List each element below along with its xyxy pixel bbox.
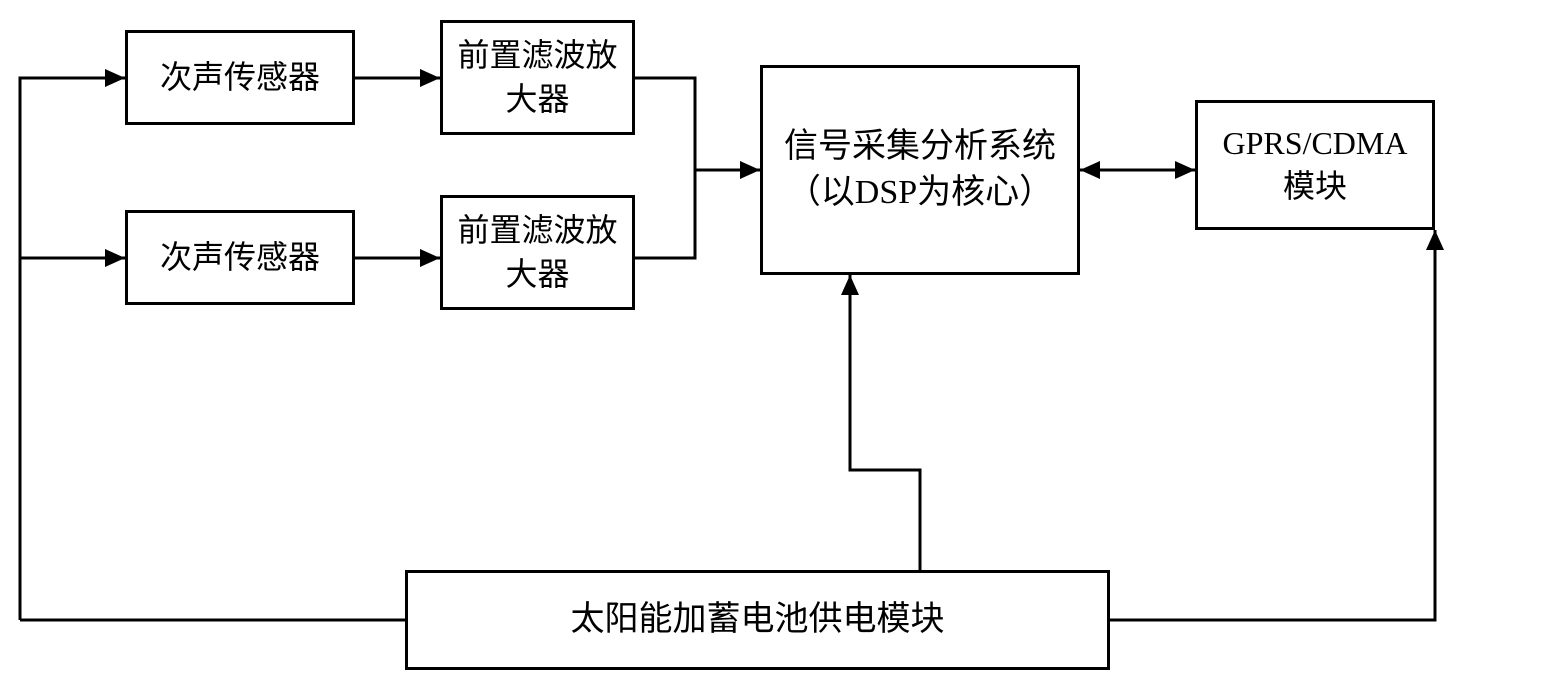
sensor-1-label: 次声传感器 xyxy=(160,56,320,99)
preamp-1-label: 前置滤波放大器 xyxy=(453,34,622,120)
sensor-2-box: 次声传感器 xyxy=(125,210,355,305)
power-module-box: 太阳能加蓄电池供电模块 xyxy=(405,570,1110,670)
power-module-label: 太阳能加蓄电池供电模块 xyxy=(571,597,945,643)
sensor-2-label: 次声传感器 xyxy=(160,236,320,279)
dsp-system-box: 信号采集分析系统（以DSP为核心） xyxy=(760,65,1080,275)
sensor-1-box: 次声传感器 xyxy=(125,30,355,125)
preamp-2-box: 前置滤波放大器 xyxy=(440,195,635,310)
dsp-system-label: 信号采集分析系统（以DSP为核心） xyxy=(773,124,1067,216)
preamp-2-label: 前置滤波放大器 xyxy=(453,209,622,295)
gprs-cdma-label: GPRS/CDMA模块 xyxy=(1208,122,1422,208)
preamp-1-box: 前置滤波放大器 xyxy=(440,20,635,135)
gprs-cdma-box: GPRS/CDMA模块 xyxy=(1195,100,1435,230)
